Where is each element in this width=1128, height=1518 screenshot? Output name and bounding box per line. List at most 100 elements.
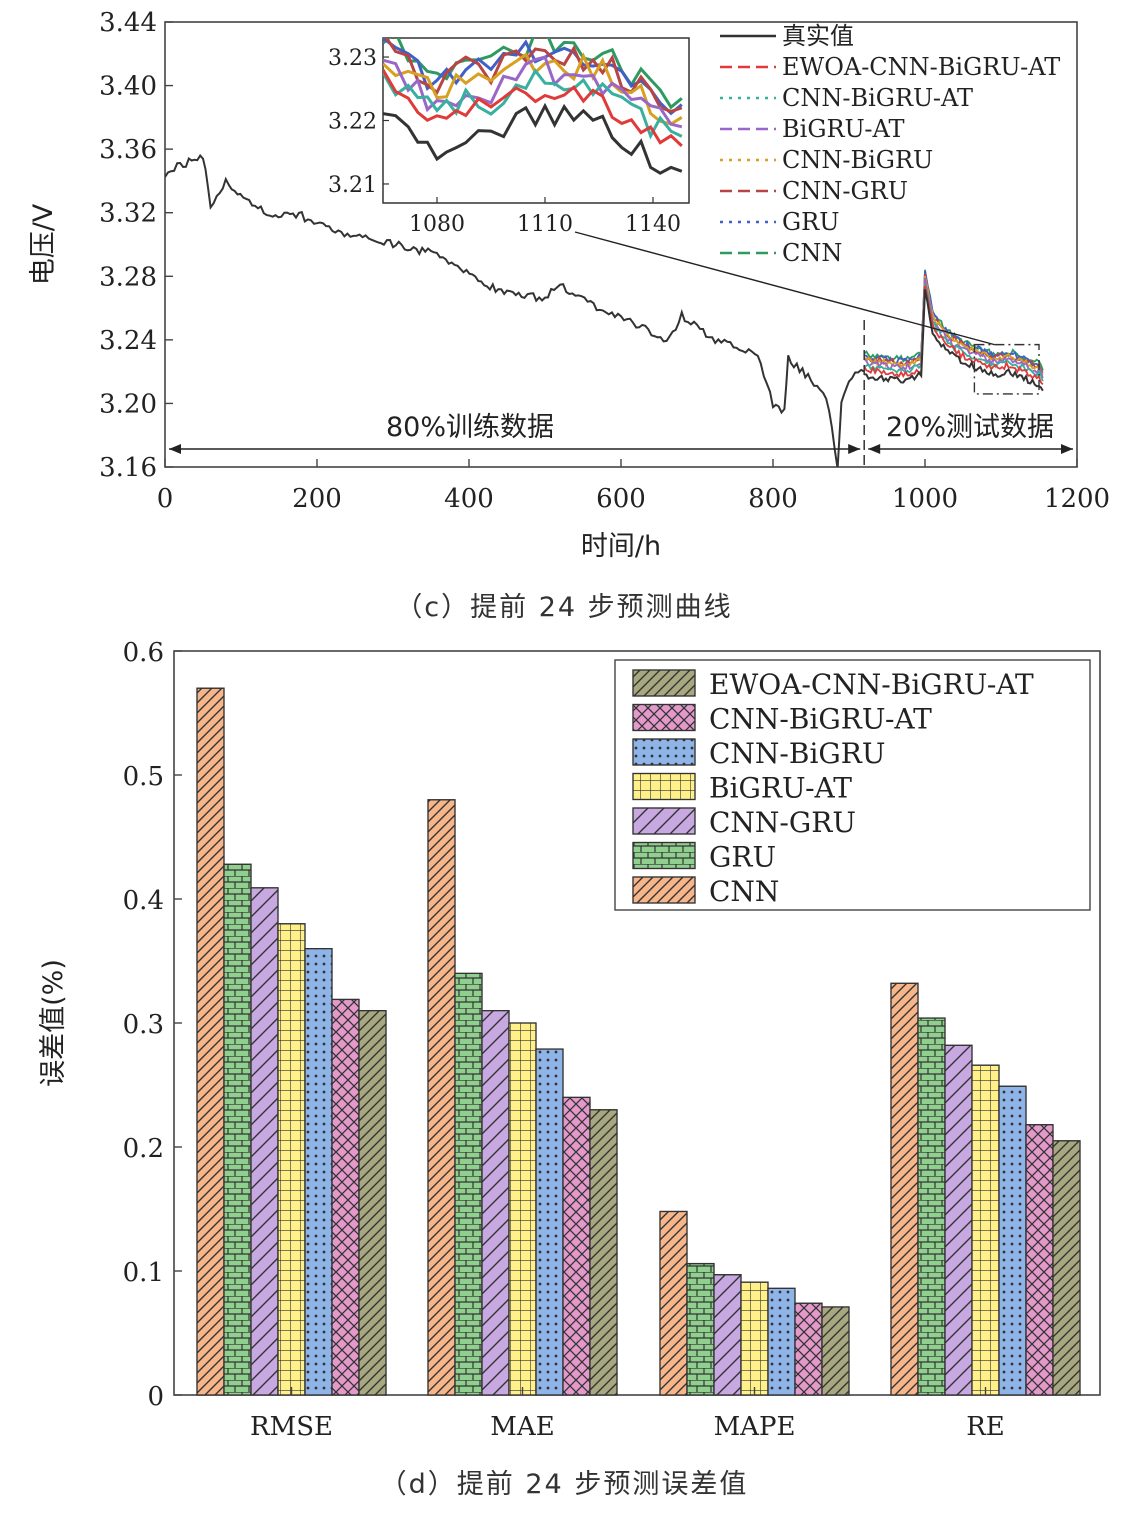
category-label: MAPE xyxy=(714,1412,796,1442)
x-tick-label: 800 xyxy=(748,484,798,514)
inset-y-tick-label: 3.23 xyxy=(328,46,377,71)
y-tick-label: 0 xyxy=(147,1382,164,1412)
inset-series-ewoa-cnn-bigru-at xyxy=(383,69,683,147)
legend-label: CNN-BiGRU xyxy=(782,146,933,174)
bar-cnn-rmse xyxy=(196,687,225,1396)
inset-x-tick-label: 1110 xyxy=(517,212,573,237)
bar-ewoa-cnn-bigru-at-mae xyxy=(589,1109,618,1396)
legend-swatch xyxy=(632,772,696,801)
inset-x-tick-label: 1080 xyxy=(409,212,465,237)
bar-plot-frame xyxy=(173,650,1101,1396)
bar-cnn-gru-rmse xyxy=(250,887,279,1396)
bar-hatch xyxy=(196,687,225,1396)
x-tick-label: 1200 xyxy=(1044,484,1110,514)
arrow-head xyxy=(848,444,861,454)
series-test-cnn-bigru xyxy=(863,275,1044,376)
y-tick-label: 3.24 xyxy=(99,326,157,356)
voltage-prediction-chart: 0 200 400 600 800 1000 1200 3.16 3.20 3.24 3.28 3.3… xyxy=(28,8,1110,562)
legend-label: EWOA-CNN-BiGRU-AT xyxy=(709,668,1034,701)
figure-d-caption: （d）提前 24 步预测误差值 xyxy=(379,1469,749,1500)
series-true-value-train xyxy=(165,153,865,467)
bar-hatch xyxy=(358,1009,387,1396)
bar-bigru-at-mae xyxy=(508,1022,537,1396)
bar-gru-mape xyxy=(686,1262,715,1396)
category-label: RE xyxy=(966,1412,1005,1442)
series-test-gru xyxy=(863,270,1044,373)
legend-swatch-hatch xyxy=(632,703,696,732)
inset-series-bigru-at xyxy=(383,55,683,129)
bar-hatch xyxy=(223,863,252,1396)
legend-label: CNN-GRU xyxy=(709,806,856,839)
train-data-label: 80%训练数据 xyxy=(386,412,554,443)
bar-hatch xyxy=(971,1064,1000,1396)
legend-swatch xyxy=(632,841,696,870)
legend-swatch xyxy=(632,807,696,835)
bar-hatch xyxy=(998,1085,1027,1396)
series-test-bigru-at xyxy=(863,277,1044,379)
legend-label: GRU xyxy=(782,208,839,236)
legend-label: GRU xyxy=(709,841,776,874)
y-tick-label: 3.32 xyxy=(99,199,157,229)
legend-swatch xyxy=(632,703,696,732)
legend-label: 真实值 xyxy=(782,22,854,50)
bar-ewoa-cnn-bigru-at-rmse xyxy=(358,1009,387,1396)
legend-swatch-hatch xyxy=(632,738,696,766)
series-test-ewoa-cnn-bigru-at xyxy=(863,285,1044,386)
bar-cnn-bigru-mae xyxy=(535,1048,564,1396)
bar-hatch xyxy=(794,1302,823,1396)
legend-swatch-hatch xyxy=(632,841,696,870)
x-axis-label: 时间/h xyxy=(581,531,661,562)
y-tick-label: 3.36 xyxy=(99,135,157,165)
legend-swatch xyxy=(632,738,696,766)
legend-label: BiGRU-AT xyxy=(782,115,905,143)
bar-hatch xyxy=(277,923,306,1396)
legend-label: BiGRU-AT xyxy=(709,772,852,805)
y-tick-label: 0.2 xyxy=(123,1134,164,1164)
bar-cnn-bigru-at-mae xyxy=(562,1096,591,1396)
bar-cnn-bigru-at-mape xyxy=(794,1302,823,1396)
bar-hatch xyxy=(454,972,483,1396)
y-tick-label: 0.1 xyxy=(123,1258,164,1288)
bar-cnn-bigru-rmse xyxy=(304,947,333,1396)
category-label: RMSE xyxy=(250,1412,333,1442)
bar-hatch xyxy=(589,1109,618,1396)
arrow-head xyxy=(1061,444,1073,454)
bar-ewoa-cnn-bigru-at-mape xyxy=(821,1306,850,1396)
bar-hatch xyxy=(331,998,360,1396)
inset-x-tick-label: 1140 xyxy=(625,212,681,237)
inset-series-cnn-bigru-at xyxy=(383,68,683,140)
bar-hatch xyxy=(508,1022,537,1396)
legend-label: CNN-BiGRU xyxy=(709,737,885,770)
legend-swatch-hatch xyxy=(632,772,696,801)
x-tick-label: 200 xyxy=(292,484,342,514)
legend-swatch-hatch xyxy=(632,807,696,835)
y-tick-label: 0.6 xyxy=(123,638,164,668)
bar-cnn-gru-mape xyxy=(713,1274,742,1396)
bar-cnn-gru-mae xyxy=(481,1009,510,1396)
y-tick-label: 3.44 xyxy=(99,8,157,38)
legend-swatch xyxy=(632,669,696,697)
bar-hatch xyxy=(713,1274,742,1396)
bar-bigru-at-re xyxy=(971,1064,1000,1396)
bar-hatch xyxy=(890,982,919,1396)
bar-hatch xyxy=(562,1096,591,1396)
legend-label: CNN-GRU xyxy=(782,177,908,205)
inset-series-真实值 xyxy=(383,102,683,175)
y-tick-label: 0.4 xyxy=(123,886,164,916)
y-axis-label: 电压/V xyxy=(28,203,59,285)
inset-y-tick-label: 3.21 xyxy=(328,173,377,198)
bar-hatch xyxy=(659,1210,688,1396)
y-tick-label: 0.3 xyxy=(123,1010,164,1040)
bar-gru-re xyxy=(917,1017,946,1396)
bar-gru-mae xyxy=(454,972,483,1396)
legend-label: CNN-BiGRU-AT xyxy=(782,84,973,112)
legend-label: CNN-BiGRU-AT xyxy=(709,703,932,736)
bar-cnn-bigru-at-rmse xyxy=(331,998,360,1396)
legend-swatch-hatch xyxy=(632,669,696,697)
y-tick-label: 3.20 xyxy=(99,389,157,419)
bar-cnn-mae xyxy=(427,799,456,1396)
bar-hatch xyxy=(740,1281,769,1396)
bar-hatch xyxy=(250,887,279,1396)
bar-gru-rmse xyxy=(223,863,252,1396)
bar-hatch xyxy=(304,947,333,1396)
